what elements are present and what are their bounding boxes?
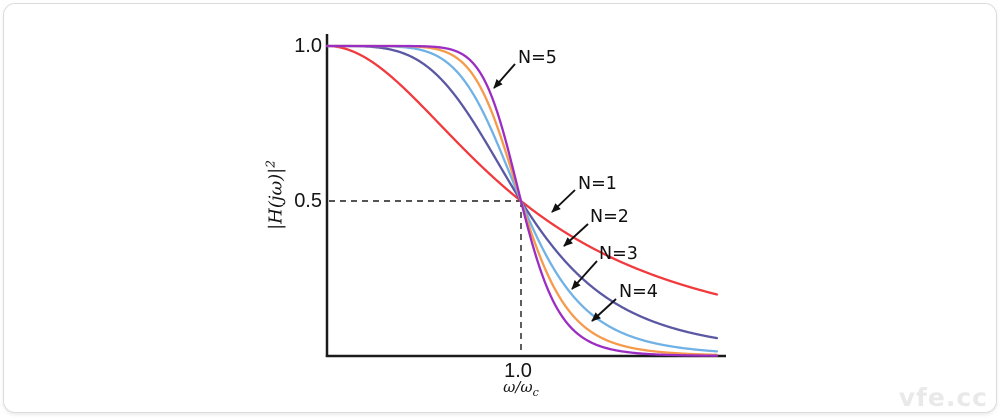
y-axis-title: |H(jω)|2 (264, 160, 287, 230)
curve-N5 (325, 44, 719, 357)
annotation-arrow-N3 (571, 260, 598, 290)
annotation-label-N4: N=4 (619, 282, 658, 302)
annotation-arrow-N1 (551, 189, 576, 213)
annotation-arrow-N4 (591, 298, 617, 322)
x-axis-title-sub: c (532, 386, 539, 399)
annotation-arrow-N2 (563, 223, 589, 247)
watermark: vfe.cc (898, 383, 988, 412)
chart-card: 1.0 0.5 1.0 |H(jω)|2 ω/ωc vfe.cc N=5 N=1 N… (3, 3, 997, 413)
chart-canvas (325, 34, 726, 358)
x-axis-title: ω/ωc (503, 378, 539, 399)
annotation-label-N1: N=1 (578, 174, 617, 194)
y-tick-label-0_5: 0.5 (294, 190, 322, 212)
annotation-label-N5: N=5 (518, 48, 557, 68)
curve-N3 (325, 44, 719, 353)
chart-stage: 1.0 0.5 1.0 |H(jω)|2 ω/ωc vfe.cc N=5 N=1 N… (4, 4, 996, 412)
curve-N1 (325, 44, 719, 296)
y-axis-title-sup: 2 (263, 160, 278, 168)
annotation-label-N3: N=3 (599, 244, 638, 264)
y-tick-label-1: 1.0 (294, 35, 322, 57)
annotation-label-N2: N=2 (590, 207, 629, 227)
x-tick-label-1: 1.0 (504, 360, 532, 382)
annotation-arrow-N5 (493, 63, 516, 89)
x-axis-title-main: ω/ω (503, 378, 533, 396)
curve-N2 (325, 44, 719, 340)
y-axis-title-main: |H(jω)| (265, 167, 287, 230)
